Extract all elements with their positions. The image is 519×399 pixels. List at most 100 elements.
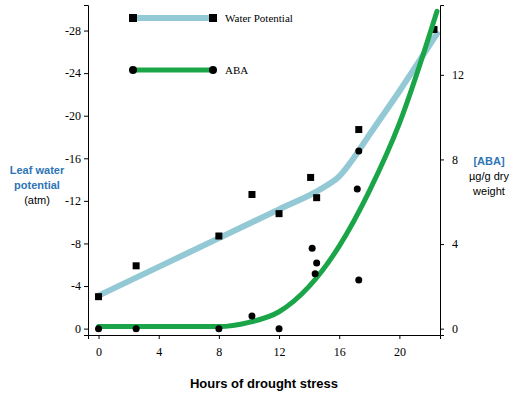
tick: 8 <box>216 335 222 359</box>
text-line: weight <box>472 185 505 197</box>
text-line: Leaf water <box>10 164 65 176</box>
x-axis: 0 4 8 12 16 20 <box>89 335 441 359</box>
data-point <box>95 325 102 332</box>
tick-label: 4 <box>156 345 162 359</box>
tick-label: -28 <box>65 24 81 38</box>
tick-label: 0 <box>75 322 81 336</box>
data-point <box>276 325 283 332</box>
tick-mark <box>399 335 400 339</box>
tick-label: 12 <box>452 68 464 82</box>
data-point <box>133 262 140 269</box>
legend-item: ABA <box>129 64 248 76</box>
data-point <box>313 194 320 201</box>
axis-line <box>84 6 89 336</box>
data-point <box>313 260 320 267</box>
data-point <box>354 186 361 193</box>
data-point <box>215 233 222 240</box>
tick-mark <box>84 286 88 287</box>
tick: 4 <box>156 335 162 359</box>
tick-mark <box>159 335 160 339</box>
tick: 12 <box>274 335 286 359</box>
data-point <box>215 325 222 332</box>
legend-marker <box>129 14 137 22</box>
axis-line <box>89 336 441 340</box>
tick-mark <box>99 335 100 339</box>
legend: Water Potential ABA <box>129 12 293 76</box>
legend-label: Water Potential <box>225 12 293 24</box>
y2-axis-units: µg/g dry weight <box>469 170 509 197</box>
tick: 16 <box>334 335 346 359</box>
text-line: µg/g dry <box>469 170 509 182</box>
legend-marker <box>209 66 217 74</box>
tick-mark <box>84 116 88 117</box>
series-line <box>99 11 437 326</box>
tick-label: 12 <box>274 345 286 359</box>
y-axis: 0 -4 -8 -12 -16 -20 -24 -28 <box>65 6 89 336</box>
data-point <box>307 174 314 181</box>
data-point <box>248 312 255 319</box>
tick: 0 <box>440 322 458 336</box>
legend-line <box>133 68 213 73</box>
tick: -12 <box>65 194 88 208</box>
chart: 0 4 8 12 16 20 0 -4 -8 -12 -16 -20 -24 -28 0 4 8 12 Water … <box>0 0 519 399</box>
legend-item: Water Potential <box>129 12 293 24</box>
x-axis-title: Hours of drought stress <box>190 376 338 391</box>
data-point <box>355 277 362 284</box>
tick: 12 <box>440 68 464 82</box>
tick-label: 20 <box>394 345 406 359</box>
data-point <box>355 147 362 154</box>
tick-mark <box>440 329 444 330</box>
data-point <box>309 245 316 252</box>
tick-label: 16 <box>334 345 346 359</box>
legend-marker <box>129 66 137 74</box>
tick-label: 0 <box>96 345 102 359</box>
tick-label: -20 <box>65 109 81 123</box>
data-point <box>312 270 319 277</box>
tick-label: 4 <box>452 237 458 251</box>
tick-mark <box>440 244 444 245</box>
tick-mark <box>84 158 88 159</box>
tick: -24 <box>65 66 88 80</box>
data-point <box>355 126 362 133</box>
data-point <box>276 210 283 217</box>
tick-label: 8 <box>452 153 458 167</box>
y-axis-units: (atm) <box>24 194 50 206</box>
legend-marker <box>209 14 217 22</box>
data-point <box>95 293 102 300</box>
tick-label: -4 <box>71 279 81 293</box>
tick: 0 <box>96 335 102 359</box>
plot: 0 4 8 12 16 20 0 -4 -8 -12 -16 -20 -24 -28 0 4 8 12 Water … <box>65 6 464 359</box>
tick-mark <box>279 335 280 339</box>
y2-axis: 0 4 8 12 <box>440 6 464 336</box>
tick: -28 <box>65 24 88 38</box>
legend-label: ABA <box>225 64 248 76</box>
tick: 8 <box>440 153 458 167</box>
tick-label: -16 <box>65 152 81 166</box>
tick-label: 0 <box>452 322 458 336</box>
tick-label: -8 <box>71 237 81 251</box>
tick-mark <box>84 31 88 32</box>
tick: -8 <box>71 237 88 251</box>
data-point <box>248 191 255 198</box>
tick: 4 <box>440 237 458 251</box>
tick-mark <box>84 243 88 244</box>
tick: -20 <box>65 109 88 123</box>
data-point <box>133 325 140 332</box>
axis-line <box>441 6 445 336</box>
tick-mark <box>84 201 88 202</box>
tick-label: 8 <box>216 345 222 359</box>
y-axis-title: Leaf water potential <box>10 164 65 191</box>
legend-line <box>133 15 213 21</box>
tick-mark <box>440 159 444 160</box>
tick-label: -24 <box>65 66 81 80</box>
y2-axis-title: [ABA] <box>473 155 504 167</box>
tick-mark <box>219 335 220 339</box>
tick: -16 <box>65 152 88 166</box>
tick: 0 <box>75 322 88 336</box>
series-line <box>99 34 437 296</box>
tick-mark <box>440 75 444 76</box>
tick: -4 <box>71 279 88 293</box>
tick-mark <box>84 329 88 330</box>
text-line: potential <box>14 179 60 191</box>
tick-label: -12 <box>65 194 81 208</box>
